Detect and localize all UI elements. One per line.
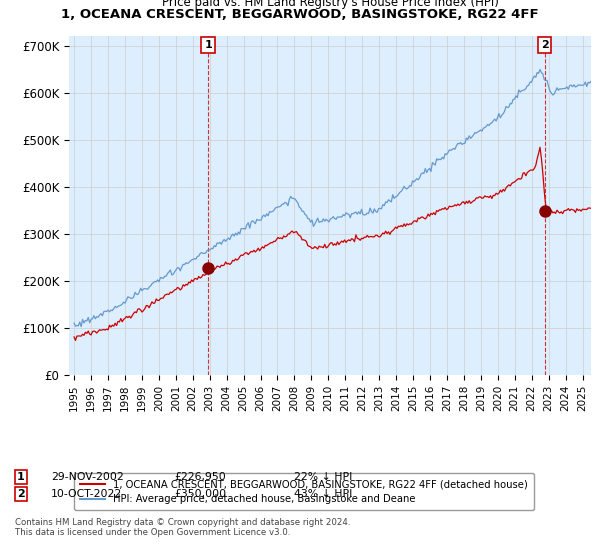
Text: 2: 2 — [17, 489, 25, 499]
Text: £350,000: £350,000 — [174, 489, 226, 499]
Text: 43% ↓ HPI: 43% ↓ HPI — [294, 489, 352, 499]
Title: Price paid vs. HM Land Registry's House Price Index (HPI): Price paid vs. HM Land Registry's House … — [161, 0, 499, 9]
Text: £226,950: £226,950 — [174, 472, 226, 482]
Text: 22% ↓ HPI: 22% ↓ HPI — [294, 472, 352, 482]
Text: Contains HM Land Registry data © Crown copyright and database right 2024.
This d: Contains HM Land Registry data © Crown c… — [15, 518, 350, 538]
Legend: 1, OCEANA CRESCENT, BEGGARWOOD, BASINGSTOKE, RG22 4FF (detached house), HPI: Ave: 1, OCEANA CRESCENT, BEGGARWOOD, BASINGST… — [74, 473, 534, 510]
Text: 1: 1 — [17, 472, 25, 482]
Text: 1, OCEANA CRESCENT, BEGGARWOOD, BASINGSTOKE, RG22 4FF: 1, OCEANA CRESCENT, BEGGARWOOD, BASINGST… — [61, 8, 539, 21]
Text: 1: 1 — [204, 40, 212, 50]
Text: 29-NOV-2002: 29-NOV-2002 — [51, 472, 124, 482]
Text: 10-OCT-2022: 10-OCT-2022 — [51, 489, 122, 499]
Text: 2: 2 — [541, 40, 548, 50]
